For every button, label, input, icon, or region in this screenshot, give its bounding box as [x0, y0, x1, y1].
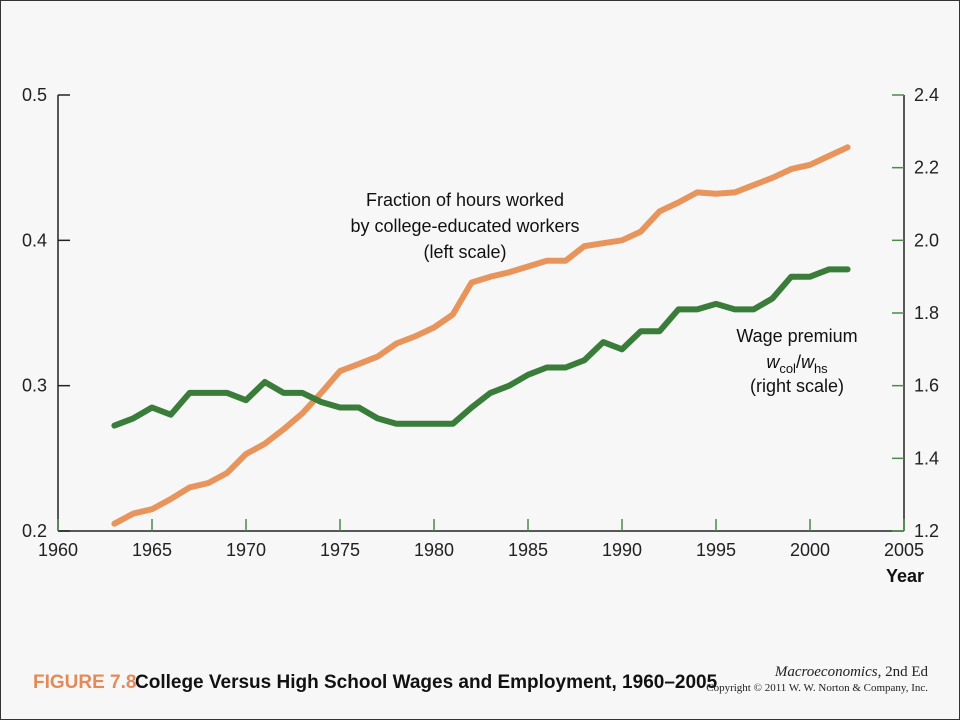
x-axis-title: Year — [886, 566, 924, 586]
figure-number: FIGURE 7.8 — [33, 672, 137, 693]
left-tick-label: 0.5 — [22, 85, 47, 105]
x-tick-label: 1990 — [602, 540, 642, 560]
wage-formula-w2: w — [801, 352, 815, 372]
right-tick-label: 2.4 — [914, 85, 939, 105]
wage-formula-col: col — [779, 361, 796, 376]
left-tick-label: 0.4 — [22, 230, 47, 250]
hours-annotation-line-1: Fraction of hours worked — [366, 190, 564, 210]
book-name: Macroeconomics — [774, 664, 878, 680]
copyright-notice: Copyright © 2011 W. W. Norton & Company,… — [706, 682, 928, 694]
x-tick-label: 1980 — [414, 540, 454, 560]
right-tick-label: 1.2 — [914, 521, 939, 541]
chart-axes — [57, 95, 905, 532]
x-tick-label: 1960 — [38, 540, 78, 560]
x-tick-label: 1985 — [508, 540, 548, 560]
hours-annotation-line-3: (left scale) — [423, 242, 506, 262]
wage-annotation-line-1: Wage premium — [736, 326, 857, 346]
wage-annotation-line-3: (right scale) — [750, 376, 844, 396]
right-tick-label: 2.0 — [914, 230, 939, 250]
college-hours-line — [111, 144, 851, 527]
left-axis-ticks: 0.2 0.3 0.4 0.5 — [22, 85, 70, 541]
x-tick-label: 2000 — [790, 540, 830, 560]
x-tick-label: 1965 — [132, 540, 172, 560]
x-tick-label: 1995 — [696, 540, 736, 560]
wage-premium-line — [111, 266, 851, 429]
x-axis-ticks: 1960 1965 1970 1975 1980 1985 1990 1995 2000 2005 — [38, 519, 924, 560]
right-tick-label: 2.2 — [914, 158, 939, 178]
right-tick-label: 1.6 — [914, 376, 939, 396]
series-lines — [111, 144, 851, 527]
right-tick-label: 1.4 — [914, 448, 939, 468]
book-edition: , 2nd Ed — [877, 664, 928, 680]
right-tick-label: 1.8 — [914, 303, 939, 323]
hours-annotation-line-2: by college-educated workers — [350, 216, 579, 236]
right-axis-ticks: 1.2 1.4 1.6 1.8 2.0 2.2 2.4 — [892, 85, 939, 541]
wage-formula-w1: w — [766, 352, 780, 372]
left-tick-label: 0.2 — [22, 521, 47, 541]
chart: 0.20.30.40.5 1.21.41.61.82.02.22.4 1960 1… — [22, 85, 939, 586]
left-tick-label: 0.3 — [22, 376, 47, 396]
hours-annotation: Fraction of hours worked by college-educ… — [350, 190, 579, 262]
figure-caption: FIGURE 7.8 College Versus High School Wa… — [0, 648, 960, 720]
x-tick-label: 2005 — [884, 540, 924, 560]
x-tick-label: 1975 — [320, 540, 360, 560]
wage-annotation: Wage premium wcol/whs (right scale) — [736, 326, 857, 396]
book-title: Macroeconomics, 2nd Ed — [775, 664, 928, 681]
wage-formula-slash: / — [796, 352, 801, 372]
figure-title: College Versus High School Wages and Emp… — [135, 672, 718, 693]
wage-formula: wcol/whs — [766, 352, 828, 376]
x-tick-label: 1970 — [226, 540, 266, 560]
wage-formula-hs: hs — [814, 361, 828, 376]
